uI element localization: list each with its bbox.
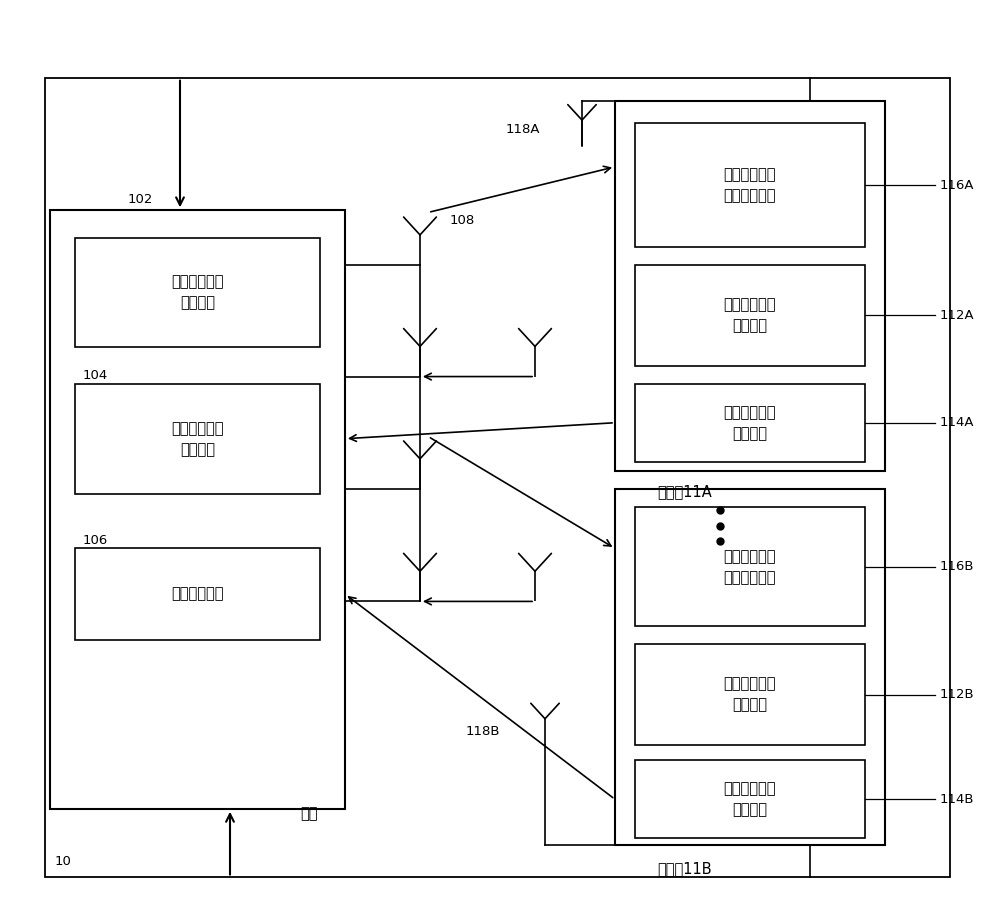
Text: 下行指示单元: 下行指示单元	[171, 587, 224, 601]
Text: 102: 102	[128, 193, 153, 206]
Text: 118A: 118A	[506, 123, 540, 136]
Text: 下行信道信息
反馈单元: 下行信道信息 反馈单元	[724, 781, 776, 817]
Text: 10: 10	[55, 856, 72, 868]
Text: 108: 108	[450, 214, 475, 227]
Text: 112A: 112A	[940, 309, 975, 322]
Bar	[50, 210, 345, 809]
Text: 112B: 112B	[940, 688, 975, 701]
Text: 118B: 118B	[466, 725, 500, 738]
Bar	[615, 489, 885, 845]
Bar	[635, 760, 865, 838]
Text: 下行信道信息
获取单元: 下行信道信息 获取单元	[724, 297, 776, 334]
Text: 移动台11B: 移动台11B	[658, 861, 712, 876]
Bar	[75, 384, 320, 494]
Text: 114A: 114A	[940, 416, 975, 430]
Bar	[635, 644, 865, 745]
Text: 基站: 基站	[300, 806, 318, 821]
Bar	[635, 123, 865, 247]
Text: 移动台11A: 移动台11A	[658, 484, 712, 499]
Text: 104: 104	[83, 369, 108, 382]
Text: 106: 106	[83, 534, 108, 547]
Bar	[635, 384, 865, 462]
Text: 116B: 116B	[940, 560, 975, 573]
Text: 上行信道信息
获取单元: 上行信道信息 获取单元	[171, 274, 224, 311]
Text: 上行探测参考
信号发送单元: 上行探测参考 信号发送单元	[724, 548, 776, 585]
Bar	[75, 238, 320, 347]
Bar	[615, 101, 885, 471]
Text: 下行信道信息
获取单元: 下行信道信息 获取单元	[171, 420, 224, 457]
Bar	[635, 265, 865, 366]
Text: 114B: 114B	[940, 792, 975, 806]
Text: 下行信道信息
反馈单元: 下行信道信息 反馈单元	[724, 405, 776, 441]
Bar	[45, 78, 950, 877]
Text: 上行探测参考
信号发送单元: 上行探测参考 信号发送单元	[724, 167, 776, 203]
Text: 116A: 116A	[940, 178, 975, 192]
Text: 下行信道信息
获取单元: 下行信道信息 获取单元	[724, 676, 776, 713]
Bar	[75, 548, 320, 640]
Bar	[635, 507, 865, 626]
